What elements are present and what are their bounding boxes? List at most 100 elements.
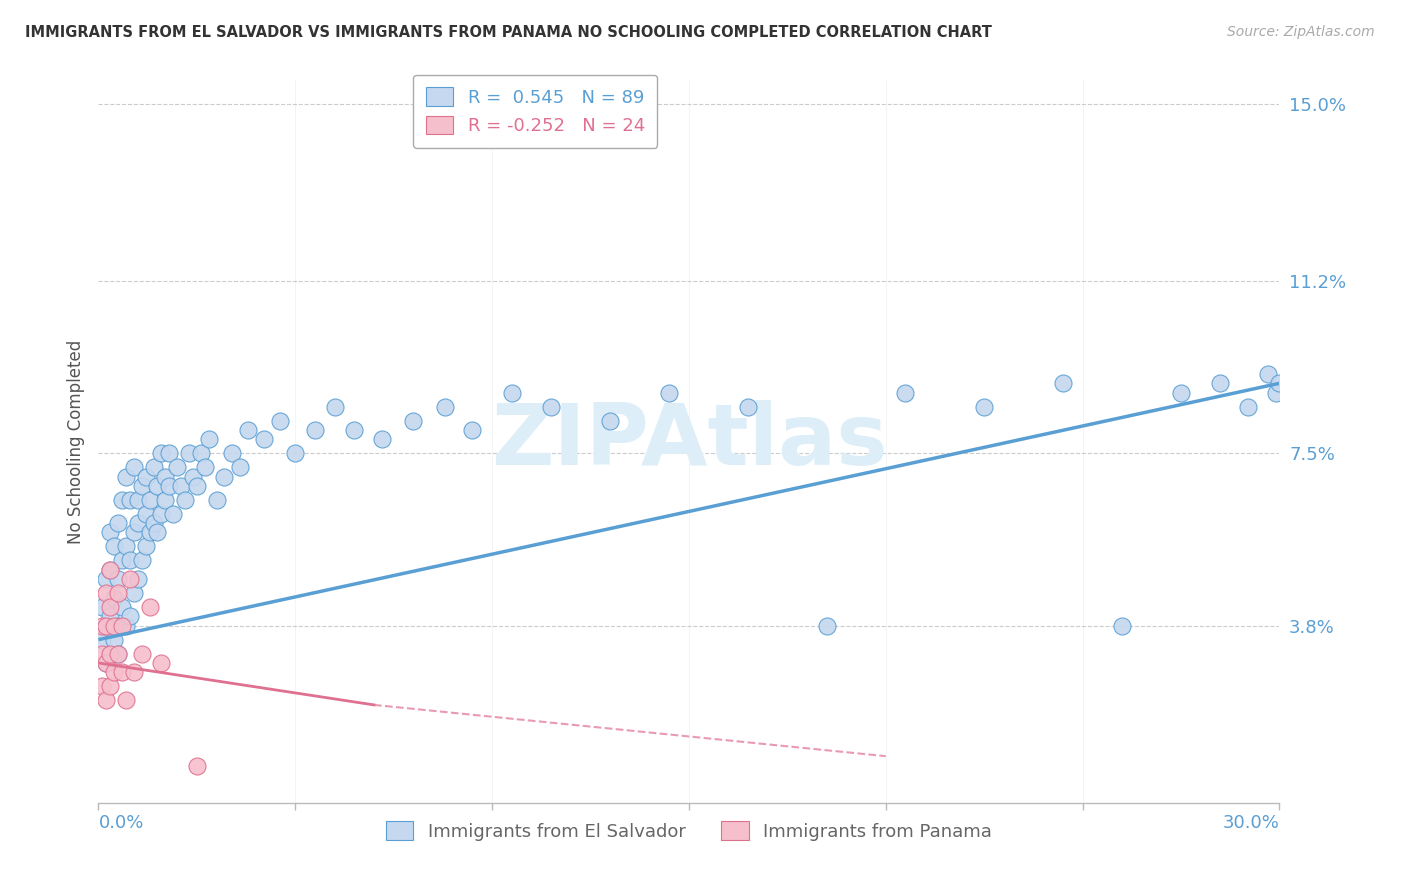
Point (118, 492, 141, 507)
Point (103, 540, 125, 554)
Point (461, 423, 484, 437)
Point (194, 460, 217, 475)
Text: Source: ZipAtlas.com: Source: ZipAtlas.com (1227, 25, 1375, 39)
Point (157, 479, 180, 493)
Point (1268, 376, 1291, 391)
Point (1237, 400, 1260, 414)
Point (98, 609, 121, 624)
Point (111, 553, 134, 567)
Text: 0.0%: 0.0% (98, 814, 143, 831)
Point (146, 479, 169, 493)
Point (894, 385, 917, 400)
Point (155, 492, 177, 507)
Point (1111, 618, 1133, 632)
Point (107, 586, 129, 600)
Point (135, 507, 157, 521)
Point (122, 586, 145, 600)
Point (177, 446, 200, 460)
Point (150, 446, 173, 460)
Point (371, 432, 394, 446)
Point (815, 618, 838, 632)
Point (402, 413, 425, 427)
Point (170, 479, 193, 493)
Point (107, 618, 129, 632)
Point (107, 516, 129, 530)
Point (96, 656, 118, 670)
Text: IMMIGRANTS FROM EL SALVADOR VS IMMIGRANTS FROM PANAMA NO SCHOOLING COMPLETED COR: IMMIGRANTS FROM EL SALVADOR VS IMMIGRANT… (25, 25, 993, 40)
Point (737, 400, 759, 414)
Text: ZIPAtlas: ZIPAtlas (491, 400, 887, 483)
Point (501, 385, 523, 400)
Point (174, 492, 197, 507)
Point (115, 469, 138, 483)
Point (98, 600, 121, 615)
Point (1264, 385, 1286, 400)
Point (181, 469, 204, 483)
Point (122, 525, 145, 540)
Point (118, 572, 141, 586)
Point (103, 618, 125, 632)
Point (122, 665, 145, 680)
Point (253, 432, 276, 446)
Point (197, 432, 219, 446)
Point (96, 572, 118, 586)
Point (190, 446, 212, 460)
Point (91, 632, 114, 647)
Point (138, 492, 160, 507)
Point (103, 632, 125, 647)
Point (236, 423, 259, 437)
Point (157, 446, 180, 460)
Point (1170, 385, 1192, 400)
Point (138, 525, 160, 540)
Point (323, 400, 346, 414)
Point (96, 586, 118, 600)
Point (115, 618, 138, 632)
Point (162, 507, 184, 521)
Point (1209, 376, 1232, 391)
Point (1052, 376, 1074, 391)
Point (186, 479, 208, 493)
Point (131, 647, 153, 661)
Point (138, 600, 160, 615)
Point (142, 516, 165, 530)
Point (127, 516, 149, 530)
Point (118, 609, 141, 624)
Point (111, 492, 134, 507)
Point (127, 572, 149, 586)
Point (166, 460, 188, 475)
Point (142, 460, 165, 475)
Point (107, 647, 129, 661)
Point (115, 693, 138, 707)
Point (973, 400, 995, 414)
Point (205, 492, 228, 507)
Point (96, 656, 118, 670)
Point (131, 479, 153, 493)
Legend: Immigrants from El Salvador, Immigrants from Panama: Immigrants from El Salvador, Immigrants … (378, 814, 1000, 848)
Point (599, 413, 621, 427)
Point (150, 656, 173, 670)
Point (103, 665, 125, 680)
Point (433, 400, 456, 414)
Point (98, 563, 121, 577)
Point (186, 758, 208, 772)
Point (135, 540, 157, 554)
Point (127, 492, 149, 507)
Point (284, 446, 307, 460)
Point (103, 591, 125, 605)
Point (91, 679, 114, 693)
Point (540, 400, 562, 414)
Point (115, 540, 138, 554)
Point (304, 423, 326, 437)
Point (1257, 367, 1279, 381)
Point (98, 563, 121, 577)
Point (122, 460, 145, 475)
Point (343, 423, 366, 437)
Point (229, 460, 252, 475)
Point (155, 469, 177, 483)
Point (131, 553, 153, 567)
Point (96, 618, 118, 632)
Point (96, 693, 118, 707)
Point (111, 600, 134, 615)
Point (146, 525, 169, 540)
Point (107, 572, 129, 586)
